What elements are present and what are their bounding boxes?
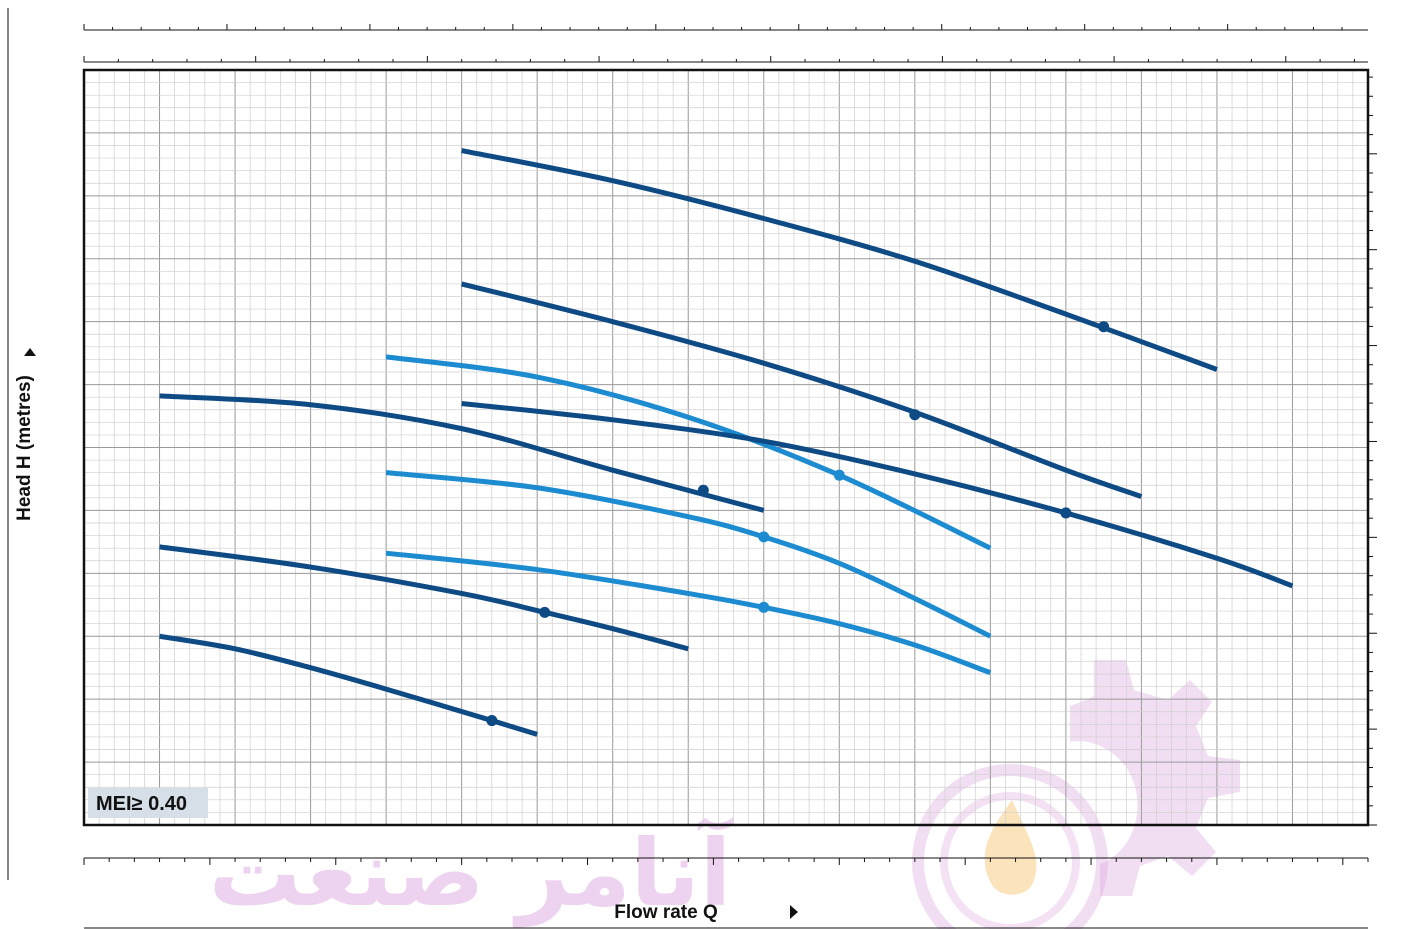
series-line-cp190 <box>461 281 1143 499</box>
series-line-cp132 <box>385 550 992 676</box>
watermark-flame-icon <box>984 800 1037 895</box>
watermark: آنامر صنعت <box>209 660 1240 929</box>
efficiency-point-cp190 <box>909 409 921 421</box>
x-axis-arrow-icon <box>790 905 798 919</box>
mei-badge: MEI≥ 0.40 <box>96 793 187 815</box>
axes <box>7 8 1377 880</box>
efficiency-point-cp150 <box>758 531 770 543</box>
grid <box>83 69 1369 826</box>
efficiency-point-cp130 <box>539 606 551 618</box>
y-axis-title: Head H (metres) <box>14 375 35 521</box>
x-axis-title: Flow rate Q <box>614 902 717 923</box>
efficiency-point-cp200 <box>1098 321 1110 333</box>
plot-frame <box>82 68 1370 827</box>
series-line-cp158 <box>159 393 765 513</box>
series-line-cp130 <box>159 544 689 652</box>
watermark-gear-icon <box>1070 660 1240 896</box>
watermark-text: آنامر صنعت <box>209 817 734 928</box>
series-layer <box>159 148 1294 737</box>
y-axis-arrow-icon <box>24 348 36 356</box>
mei-badge-bg <box>88 788 208 818</box>
series-line-cp200 <box>461 148 1218 372</box>
watermark-ring-outer <box>912 764 1108 929</box>
efficiency-point-cp170m <box>1060 507 1072 519</box>
series-line-cp170m <box>461 400 1294 589</box>
series-line-cp150 <box>385 470 992 639</box>
efficiency-point-cp158 <box>697 484 709 496</box>
efficiency-point-cp100 <box>486 715 498 727</box>
series-line-cp100 <box>159 633 538 737</box>
efficiency-point-cp170 <box>833 469 845 481</box>
efficiency-point-cp132 <box>758 601 770 613</box>
series-line-cp170 <box>385 354 992 551</box>
